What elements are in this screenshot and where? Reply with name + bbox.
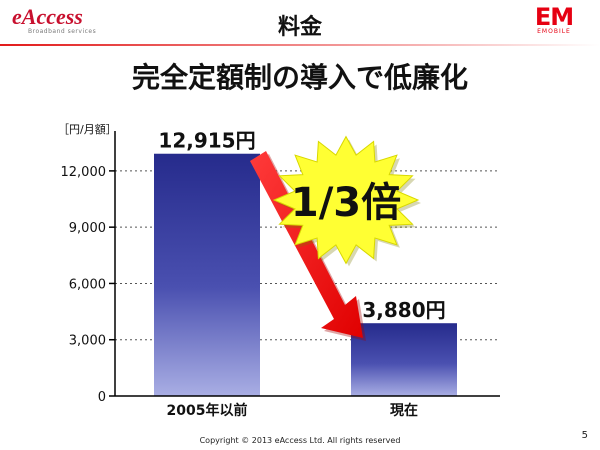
bar-2: [351, 323, 457, 396]
y-tick-label: 12,000: [61, 165, 107, 180]
y-tick-label: 6,000: [69, 277, 106, 292]
bar-1: [154, 153, 260, 396]
ratio-annotation: 1/3倍: [291, 180, 401, 226]
y-tick-label: 0: [98, 390, 106, 405]
copyright-footer: Copyright © 2013 eAccess Ltd. All rights…: [199, 436, 401, 445]
y-tick-label: 9,000: [69, 221, 106, 236]
header-divider: [0, 44, 600, 46]
eaccess-logo-tagline: Broadband services: [28, 28, 97, 35]
eaccess-logo-text: eAccess: [12, 4, 83, 29]
slide-headline: 完全定額制の導入で低廉化: [131, 61, 468, 94]
page-number: 5: [581, 430, 588, 441]
emobile-logo-mark: EM: [534, 3, 574, 31]
x-category-label: 現在: [390, 402, 418, 419]
bar-value-label: 12,915円: [158, 129, 255, 153]
y-axis-unit-label: ［円/月額］: [58, 123, 117, 136]
emobile-logo-text: EMOBILE: [537, 28, 571, 35]
x-category-label: 2005年以前: [167, 402, 248, 419]
starburst-shape: [272, 135, 420, 265]
page-title: 料金: [277, 15, 322, 40]
eaccess-logo: eAccess Broadband services: [12, 6, 122, 42]
bar-value-label: 3,880円: [362, 298, 445, 322]
y-tick-label: 3,000: [69, 334, 106, 349]
emobile-logo: EM EMOBILE: [522, 3, 586, 38]
